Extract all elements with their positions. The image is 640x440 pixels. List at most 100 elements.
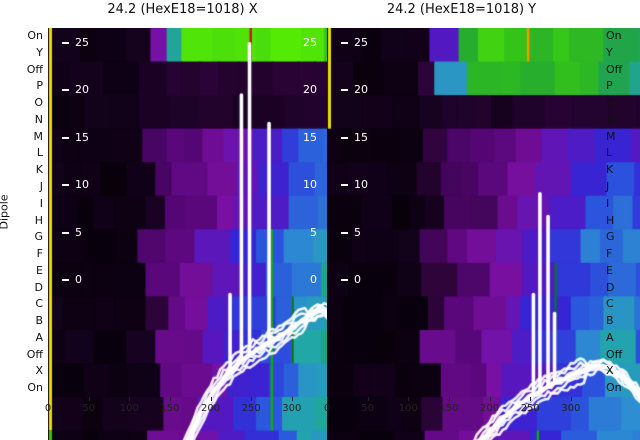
value-tick-label: 0 — [75, 273, 82, 286]
x-tick-label: 50 — [82, 403, 95, 414]
panel-title-y: 24.2 (HexE18=1018) Y — [386, 2, 537, 17]
value-tick-label: 5 — [310, 225, 317, 239]
row-label: Off — [26, 347, 43, 361]
value-tick-mark — [341, 136, 348, 139]
row-label: I — [606, 196, 610, 210]
x-tick-mark — [291, 397, 293, 401]
row-label: D — [34, 280, 43, 294]
row-label: Off — [26, 62, 43, 76]
row-label: J — [606, 179, 610, 193]
row-label: O — [606, 96, 615, 110]
value-tick-label: 10 — [303, 178, 317, 191]
x-tick-mark — [530, 397, 532, 401]
x-tick-label: 300 — [282, 403, 302, 414]
row-label: E — [606, 263, 613, 277]
row-label: On — [27, 381, 43, 395]
x-tick-label: 50 — [361, 403, 374, 414]
value-tick-label: 10 — [354, 178, 368, 191]
row-label: B — [35, 314, 43, 328]
value-tick-label: 5 — [354, 225, 361, 239]
value-tick-label: 10 — [75, 178, 89, 191]
value-tick-label: 25 — [354, 35, 368, 49]
row-label: G — [606, 230, 615, 244]
value-tick-mark — [341, 41, 348, 44]
x-tick-mark — [210, 397, 212, 401]
value-tick-label: 20 — [354, 83, 368, 96]
row-label: M — [606, 129, 616, 143]
x-tick-mark — [408, 397, 410, 401]
row-label: J — [39, 179, 43, 193]
row-label: L — [606, 146, 613, 160]
row-label: X — [606, 364, 614, 378]
x-tick-label: 200 — [200, 403, 221, 414]
row-label: B — [606, 314, 614, 328]
x-tick-label: 0 — [44, 403, 52, 414]
value-tick-label: 15 — [354, 130, 368, 144]
value-tick-mark — [62, 184, 69, 186]
row-label: On — [27, 29, 43, 42]
row-label: H — [34, 213, 43, 227]
row-label: Y — [606, 45, 613, 59]
row-label: On — [606, 29, 622, 42]
value-tick-mark — [341, 184, 348, 186]
x-tick-mark — [48, 397, 49, 401]
x-tick-label: 100 — [398, 403, 418, 414]
row-label: G — [34, 230, 43, 244]
value-tick-label: 25 — [75, 35, 89, 49]
x-tick-label: 100 — [119, 403, 139, 414]
row-label: H — [606, 213, 615, 227]
x-tick-mark — [489, 397, 491, 401]
row-label: N — [606, 112, 615, 126]
row-label: I — [39, 196, 43, 210]
row-label: K — [606, 163, 614, 177]
value-tick-label: 20 — [303, 83, 317, 96]
row-label: X — [35, 364, 43, 378]
row-label: F — [606, 247, 613, 261]
row-label: A — [35, 330, 43, 344]
x-tick-mark — [88, 397, 90, 401]
x-tick-mark — [570, 397, 572, 401]
x-tick-mark — [448, 397, 450, 401]
x-tick-mark — [169, 397, 171, 401]
value-tick-label: 25 — [303, 35, 317, 49]
value-tick-mark — [62, 136, 69, 139]
x-tick-label: 300 — [561, 403, 581, 414]
row-label: A — [606, 330, 614, 344]
x-tick-label: 150 — [439, 403, 459, 414]
value-tick-label: 5 — [75, 225, 82, 239]
row-label: Off — [606, 62, 623, 76]
row-label: P — [606, 79, 613, 93]
value-tick-mark — [62, 41, 69, 44]
row-label: O — [34, 96, 43, 110]
x-tick-label: 250 — [241, 403, 261, 414]
row-label: On — [606, 381, 622, 395]
x-tick-label: 150 — [160, 403, 180, 414]
value-tick-label: 15 — [303, 130, 317, 144]
x-tick-mark — [129, 397, 131, 401]
x-tick-label: 250 — [520, 403, 540, 414]
value-tick-mark — [341, 279, 348, 281]
panel-title-x: 24.2 (HexE18=1018) X — [107, 2, 258, 17]
value-tick-label: 15 — [75, 130, 89, 144]
value-tick-mark — [62, 89, 69, 91]
heatmap-panel-y-canvas — [327, 28, 640, 440]
row-label: E — [36, 263, 43, 277]
x-tick-label: 0 — [323, 403, 331, 414]
row-label: Off — [606, 347, 623, 361]
value-tick-label: 20 — [75, 83, 89, 96]
value-tick-mark — [62, 231, 69, 234]
x-tick-mark — [327, 397, 328, 401]
row-label: D — [606, 280, 615, 294]
row-label: C — [35, 297, 43, 311]
x-tick-mark — [367, 397, 369, 401]
x-tick-label: 200 — [479, 403, 500, 414]
value-tick-mark — [62, 279, 69, 281]
value-tick-mark — [341, 231, 348, 234]
row-label: K — [35, 163, 43, 177]
row-label: P — [36, 79, 43, 93]
row-label: M — [33, 129, 44, 143]
row-label: Y — [36, 45, 43, 59]
value-tick-label: 0 — [310, 273, 317, 286]
x-tick-mark — [251, 397, 253, 401]
row-label: N — [34, 112, 43, 126]
